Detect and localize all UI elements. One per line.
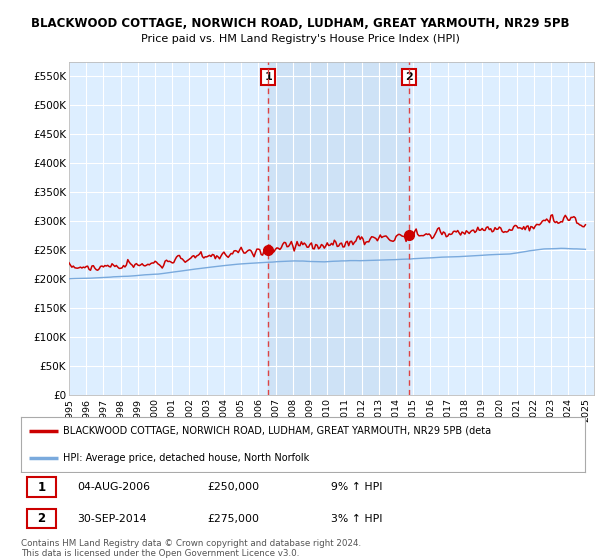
Text: 1: 1	[265, 72, 272, 82]
Text: BLACKWOOD COTTAGE, NORWICH ROAD, LUDHAM, GREAT YARMOUTH, NR29 5PB: BLACKWOOD COTTAGE, NORWICH ROAD, LUDHAM,…	[31, 17, 569, 30]
Text: 04-AUG-2006: 04-AUG-2006	[77, 482, 151, 492]
Text: Price paid vs. HM Land Registry's House Price Index (HPI): Price paid vs. HM Land Registry's House …	[140, 34, 460, 44]
Text: 1: 1	[37, 480, 46, 494]
Text: £250,000: £250,000	[207, 482, 259, 492]
Bar	[268, 62, 409, 395]
Text: 9% ↑ HPI: 9% ↑ HPI	[331, 482, 383, 492]
Text: HPI: Average price, detached house, North Norfolk: HPI: Average price, detached house, Nort…	[64, 454, 310, 463]
Text: Contains HM Land Registry data © Crown copyright and database right 2024.
This d: Contains HM Land Registry data © Crown c…	[21, 539, 361, 558]
Text: BLACKWOOD COTTAGE, NORWICH ROAD, LUDHAM, GREAT YARMOUTH, NR29 5PB (deta: BLACKWOOD COTTAGE, NORWICH ROAD, LUDHAM,…	[64, 426, 491, 436]
FancyBboxPatch shape	[26, 509, 56, 528]
Text: 2: 2	[37, 512, 46, 525]
FancyBboxPatch shape	[26, 478, 56, 497]
Text: 3% ↑ HPI: 3% ↑ HPI	[331, 514, 383, 524]
Text: 2: 2	[405, 72, 413, 82]
Text: £275,000: £275,000	[207, 514, 259, 524]
Text: 30-SEP-2014: 30-SEP-2014	[77, 514, 147, 524]
